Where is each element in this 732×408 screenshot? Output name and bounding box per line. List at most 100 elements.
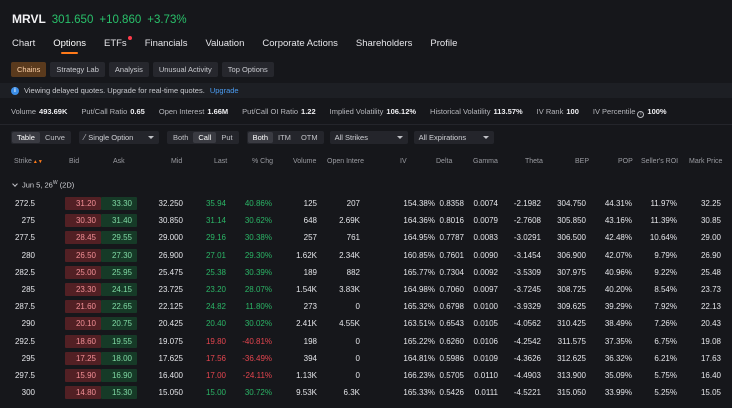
table-row[interactable]: 300 14.80 15.30 15.050 15.00 30.72% 9.53K 6.3K 1… [0,384,732,401]
cell-ask[interactable]: 18.00 [101,351,137,365]
cell-ask[interactable]: 15.30 [101,386,137,400]
table-row[interactable]: 275 30.30 31.40 30.850 31.14 30.62% 648 2.69K 16… [0,212,732,229]
table-row[interactable]: 295 17.25 18.00 17.625 17.56 -36.49% 394 0 164.8… [0,350,732,367]
col-last[interactable]: Last [214,158,228,165]
table-row[interactable]: 292.5 18.60 19.55 19.075 19.80 -40.81% 198 0 165… [0,333,732,350]
cell-bid[interactable]: 18.60 [65,334,101,348]
tab-etfs[interactable]: ETFs [104,36,132,52]
strikes-select[interactable]: All Strikes [329,131,408,144]
cell-last: 35.94 [205,199,226,208]
cell-ask[interactable]: 19.55 [101,334,137,348]
notice-text: Viewing delayed quotes. Upgrade for real… [24,86,205,95]
tab-financials[interactable]: Financials [144,38,188,49]
tab-valuation[interactable]: Valuation [205,38,245,49]
cell-bid[interactable]: 26.50 [65,248,101,262]
col-strike[interactable]: Strike▲▼ [14,158,43,165]
cell-bep: 305.850 [557,216,586,226]
cell-pct-chg: 30.38% [244,233,272,243]
cell-ask[interactable]: 29.55 [101,231,137,245]
cell-mid: 30.850 [158,216,183,226]
cell-bid[interactable]: 30.30 [65,214,101,228]
cell-ask[interactable]: 24.15 [101,282,137,296]
cell-bid[interactable]: 15.90 [65,368,101,382]
expiry-group-header[interactable]: Jun 5, 26W (2D) [12,180,74,190]
table-row[interactable]: 297.5 15.90 16.90 16.400 17.00 -24.11% 1.13K 0 1… [0,367,732,384]
cell-bid[interactable]: 28.45 [65,231,101,245]
col-pop[interactable]: POP [618,158,633,165]
cell-bid[interactable]: 20.10 [65,317,101,331]
col-mid[interactable]: Mid [171,158,183,165]
cell-bid[interactable]: 17.25 [65,351,101,365]
subtab-analysis[interactable]: Analysis [108,62,149,77]
moneyness-itm-button[interactable]: ITM [278,133,291,142]
expirations-select[interactable]: All Expirations [413,131,494,144]
stat-iv-rank: IV Rank 100 [536,107,579,116]
cell-pct-chg: -36.49% [242,353,272,363]
col-delta[interactable]: Delta [436,158,453,165]
table-row[interactable]: 290 20.10 20.75 20.425 20.40 30.02% 2.41K 4.55K… [0,315,732,332]
tab-corporate-actions[interactable]: Corporate Actions [262,38,338,49]
col-bep[interactable]: BEP [575,158,590,165]
col-pct-chg[interactable]: % Chg [252,158,274,165]
cell-ask[interactable]: 25.95 [101,265,137,279]
col-open-interest[interactable]: Open Intere [327,158,364,165]
tab-shareholders[interactable]: Shareholders [355,38,413,49]
table-row[interactable]: 285 23.30 24.15 23.725 23.20 28.07% 1.54K 3.83K… [0,281,732,298]
cell-theta: -3.1454 [513,250,541,260]
cell-bid[interactable]: 14.80 [65,386,101,400]
strategy-select[interactable]: ⁄ Single Option [78,131,159,144]
col-iv[interactable]: IV [400,158,407,165]
type-put-button[interactable]: Put [221,133,233,142]
cell-strike: 290 [21,319,35,329]
cell-gamma: 0.0092 [473,267,498,277]
col-mark-price[interactable]: Mark Price [689,158,723,165]
col-gamma[interactable]: Gamma [473,158,498,165]
view-table-button[interactable]: Table [12,132,40,143]
cell-ask[interactable]: 22.65 [101,300,137,314]
subtab-chains[interactable]: Chains [11,62,47,77]
cell-strike: 300 [21,388,35,398]
col-sellers-roi[interactable]: Seller's ROI [641,158,679,165]
subtab-strategy-lab[interactable]: Strategy Lab [50,62,105,77]
cell-bid[interactable]: 21.60 [65,300,101,314]
tab-chart[interactable]: Chart [12,38,36,49]
type-call-button[interactable]: Call [193,132,217,143]
cell-bep: 311.575 [557,336,586,346]
table-row[interactable]: 287.5 21.60 22.65 22.125 24.82 11.80% 273 0 165.… [0,298,732,315]
table-row[interactable]: 282.5 25.00 25.95 25.475 25.38 30.39% 189 882 16… [0,264,732,281]
subtab-unusual-activity[interactable]: Unusual Activity [152,62,218,77]
table-row[interactable]: 272.5 31.20 33.30 32.250 35.94 40.86% 125 207 15… [0,195,732,212]
cell-gamma: 0.0110 [474,370,498,380]
cell-volume: 1.54K [296,284,317,294]
cell-bid[interactable]: 31.20 [65,197,101,210]
cell-bid[interactable]: 25.00 [65,265,101,279]
cell-pct-chg: 30.02% [244,319,272,329]
moneyness-both-button[interactable]: Both [247,132,274,143]
subtab-top-options[interactable]: Top Options [221,62,274,77]
col-theta[interactable]: Theta [525,158,543,165]
info-circle-icon[interactable]: i [637,111,645,118]
cell-ask[interactable]: 27.30 [101,248,137,262]
table-row[interactable]: 280 26.50 27.30 26.900 27.01 29.30% 1.62K 2.34K… [0,247,732,264]
cell-bid[interactable]: 23.30 [65,282,101,296]
cell-mark-price: 17.63 [700,353,721,363]
col-ask[interactable]: Ask [113,158,125,165]
table-row[interactable]: 277.5 28.45 29.55 29.000 29.16 30.38% 257 761 16… [0,229,732,246]
cell-pop: 42.48% [604,233,632,243]
col-volume[interactable]: Volume [293,158,317,165]
tab-options[interactable]: Options [53,38,86,54]
cell-ask[interactable]: 16.90 [101,368,137,382]
col-bid[interactable]: Bid [69,158,80,165]
view-curve-button[interactable]: Curve [44,133,65,142]
cell-ask[interactable]: 31.40 [101,214,137,228]
sort-icon: ▲▼ [32,159,43,165]
moneyness-otm-button[interactable]: OTM [300,133,318,142]
cell-delta: 0.5986 [439,353,464,363]
cell-ask[interactable]: 33.30 [101,197,137,210]
upgrade-link[interactable]: Upgrade [209,86,239,95]
cell-ask[interactable]: 20.75 [101,317,137,331]
stat-iv-percentile: IV Percentile i 100% [592,107,667,118]
cell-strike: 280 [21,250,35,260]
type-both-button[interactable]: Both [172,133,189,142]
tab-profile[interactable]: Profile [430,38,458,49]
